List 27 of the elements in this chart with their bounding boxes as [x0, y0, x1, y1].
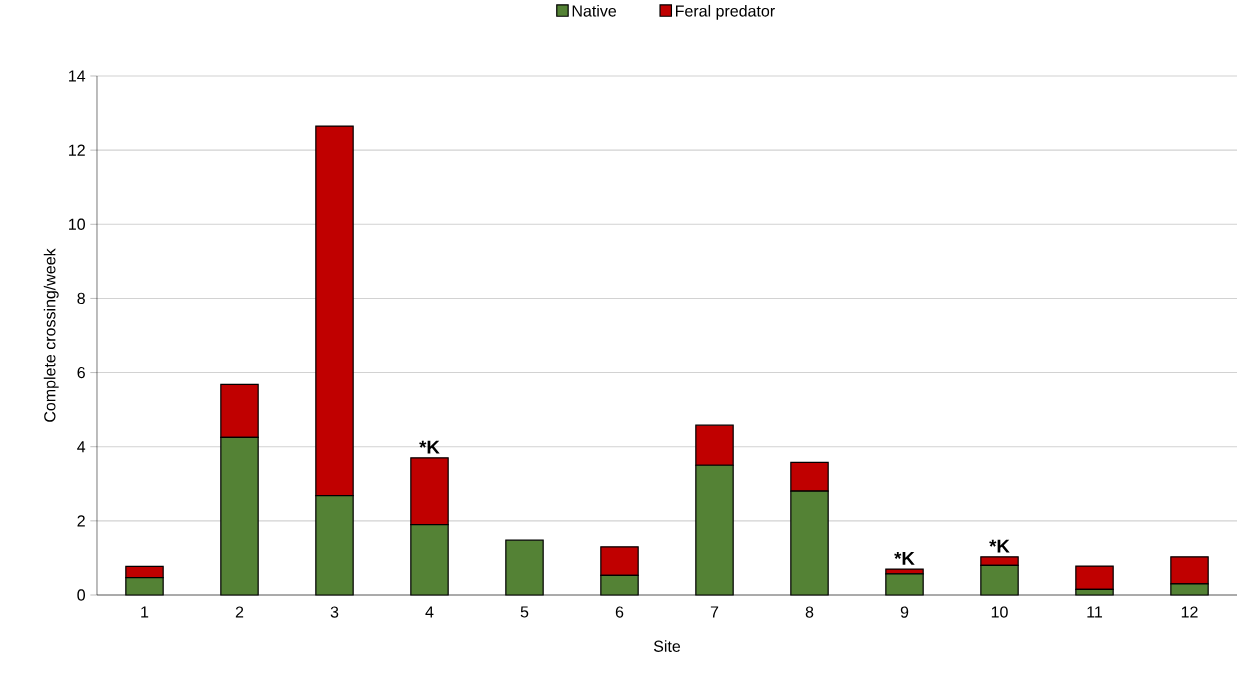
x-tick-label: 5 — [520, 606, 529, 618]
y-tick-label: 12 — [69, 144, 85, 156]
x-tick-label: 2 — [235, 606, 244, 618]
x-tick-label: 3 — [330, 606, 339, 618]
y-axis-title: Complete crossing/week — [43, 248, 59, 422]
x-tick-label: 6 — [615, 606, 624, 618]
legend-label: Feral predator — [676, 4, 775, 20]
y-tick-label: 6 — [77, 366, 85, 379]
x-tick-label: 9 — [900, 606, 909, 618]
y-tick-label: 4 — [77, 441, 86, 453]
annotation: *K — [894, 551, 915, 565]
x-tick-label: 4 — [425, 606, 434, 618]
y-tick-label: 8 — [77, 292, 85, 305]
y-tick-label: 14 — [69, 70, 86, 82]
annotation: *K — [419, 440, 440, 454]
x-tick-label: 7 — [710, 606, 719, 618]
legend-label: Native — [572, 4, 617, 17]
y-tick-label: 0 — [77, 589, 86, 601]
y-tick-label: 2 — [77, 515, 85, 527]
y-tick-label: 10 — [69, 218, 85, 230]
x-tick-label: 12 — [1181, 606, 1198, 618]
x-tick-label: 10 — [991, 606, 1008, 618]
x-tick-label: 11 — [1087, 606, 1103, 618]
x-tick-label: 8 — [805, 606, 814, 618]
annotation: *K — [989, 539, 1010, 553]
x-tick-label: 1 — [141, 606, 149, 618]
x-axis-title: Site — [653, 640, 681, 652]
